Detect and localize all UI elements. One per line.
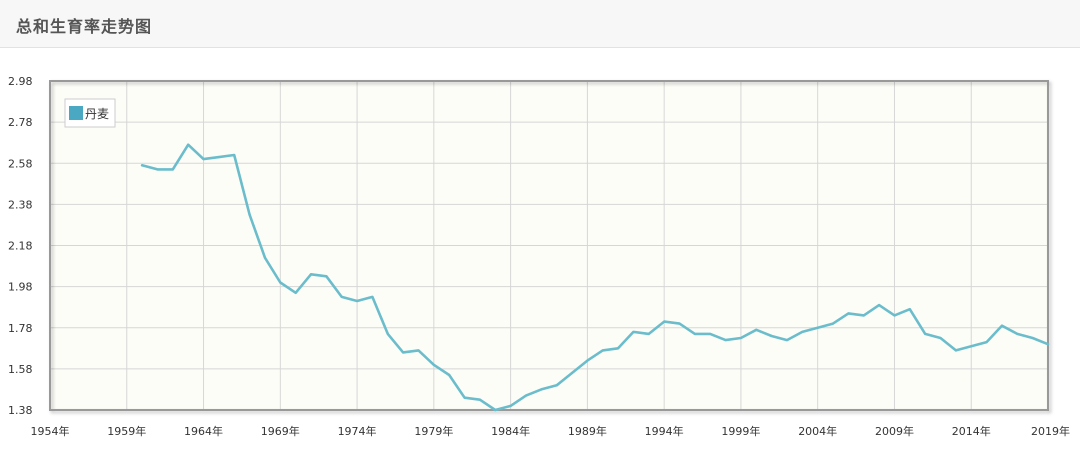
data-point[interactable] — [924, 333, 926, 335]
data-point[interactable] — [939, 337, 941, 339]
data-point[interactable] — [264, 257, 266, 259]
data-point[interactable] — [602, 349, 604, 351]
x-tick-label: 1969年 — [261, 424, 300, 438]
data-point[interactable] — [1016, 333, 1018, 335]
data-point[interactable] — [479, 399, 481, 401]
data-point[interactable] — [233, 154, 235, 156]
data-point[interactable] — [341, 296, 343, 298]
legend-swatch — [69, 106, 83, 120]
fertility-line-chart: 2.98 2.78 2.58 2.38 2.18 1.98 1.78 1.58 1.38 195… — [8, 75, 1071, 438]
series-layer — [140, 143, 1050, 412]
y-tick-label: 1.58 — [8, 363, 33, 376]
panel-header: 总和生育率走势图 — [0, 0, 1080, 48]
data-point[interactable] — [494, 409, 496, 411]
x-tick-label: 2009年 — [875, 424, 914, 438]
y-tick-label: 1.38 — [8, 404, 33, 417]
data-point[interactable] — [540, 388, 542, 390]
data-point[interactable] — [172, 168, 174, 170]
data-point[interactable] — [417, 349, 419, 351]
data-point[interactable] — [648, 333, 650, 335]
data-point[interactable] — [295, 292, 297, 294]
data-point[interactable] — [709, 333, 711, 335]
data-point[interactable] — [279, 281, 281, 283]
data-point[interactable] — [433, 364, 435, 366]
data-point[interactable] — [586, 359, 588, 361]
data-point[interactable] — [955, 349, 957, 351]
data-point[interactable] — [325, 275, 327, 277]
data-point[interactable] — [402, 351, 404, 353]
data-point[interactable] — [463, 397, 465, 399]
data-point[interactable] — [970, 345, 972, 347]
data-point[interactable] — [878, 304, 880, 306]
x-tick-label: 1979年 — [414, 424, 453, 438]
data-point[interactable] — [847, 312, 849, 314]
y-tick-label: 2.78 — [8, 116, 33, 129]
legend-label-denmark: 丹麦 — [85, 107, 109, 121]
data-point[interactable] — [187, 144, 189, 146]
data-point[interactable] — [1001, 325, 1003, 327]
data-point[interactable] — [663, 320, 665, 322]
x-tick-label: 1994年 — [645, 424, 684, 438]
y-tick-label: 2.18 — [8, 240, 33, 253]
x-tick-label: 1989年 — [568, 424, 607, 438]
series-line-denmark[interactable] — [140, 143, 1050, 412]
data-point[interactable] — [156, 168, 158, 170]
data-point[interactable] — [617, 347, 619, 349]
x-tick-label: 1984年 — [491, 424, 530, 438]
data-point[interactable] — [893, 314, 895, 316]
legend[interactable]: 丹麦 — [64, 98, 116, 128]
data-point[interactable] — [694, 333, 696, 335]
x-tick-label: 1974年 — [338, 424, 377, 438]
data-point[interactable] — [448, 374, 450, 376]
y-tick-label: 1.98 — [8, 281, 33, 294]
data-point[interactable] — [218, 156, 220, 158]
y-tick-label: 1.78 — [8, 322, 33, 335]
data-point[interactable] — [387, 333, 389, 335]
data-point[interactable] — [770, 335, 772, 337]
data-point[interactable] — [786, 339, 788, 341]
data-point[interactable] — [525, 394, 527, 396]
x-tick-label: 1954年 — [31, 424, 70, 438]
data-point[interactable] — [724, 339, 726, 341]
data-point[interactable] — [1047, 343, 1049, 345]
data-point[interactable] — [832, 322, 834, 324]
data-point[interactable] — [1031, 337, 1033, 339]
data-point[interactable] — [356, 300, 358, 302]
panel-title: 总和生育率走势图 — [16, 17, 153, 36]
data-point[interactable] — [556, 384, 558, 386]
data-point[interactable] — [801, 331, 803, 333]
data-point[interactable] — [141, 164, 143, 166]
x-tick-label: 1999年 — [721, 424, 760, 438]
data-point[interactable] — [678, 322, 680, 324]
data-point[interactable] — [248, 214, 250, 216]
x-tick-label: 2004年 — [798, 424, 837, 438]
data-point[interactable] — [985, 341, 987, 343]
x-tick-label: 2019年 — [1031, 424, 1070, 438]
data-point[interactable] — [571, 372, 573, 374]
data-point[interactable] — [509, 405, 511, 407]
x-axis: 1954年 1959年 1964年 1969年 1974年 1979年 1984年 1989年… — [31, 424, 1071, 438]
y-tick-label: 2.58 — [8, 157, 33, 170]
y-axis: 2.98 2.78 2.58 2.38 2.18 1.98 1.78 1.58 1.38 — [8, 75, 33, 417]
data-point[interactable] — [909, 308, 911, 310]
data-point[interactable] — [202, 158, 204, 160]
data-point[interactable] — [740, 337, 742, 339]
data-point[interactable] — [371, 296, 373, 298]
x-tick-label: 2014年 — [952, 424, 991, 438]
data-point[interactable] — [817, 327, 819, 329]
y-tick-label: 2.38 — [8, 198, 33, 211]
y-tick-label: 2.98 — [8, 75, 33, 88]
x-tick-label: 1964年 — [184, 424, 223, 438]
data-point[interactable] — [755, 329, 757, 331]
data-point[interactable] — [863, 314, 865, 316]
data-point[interactable] — [632, 331, 634, 333]
data-point[interactable] — [310, 273, 312, 275]
plot-frame — [49, 80, 1049, 411]
x-tick-label: 1959年 — [107, 424, 146, 438]
